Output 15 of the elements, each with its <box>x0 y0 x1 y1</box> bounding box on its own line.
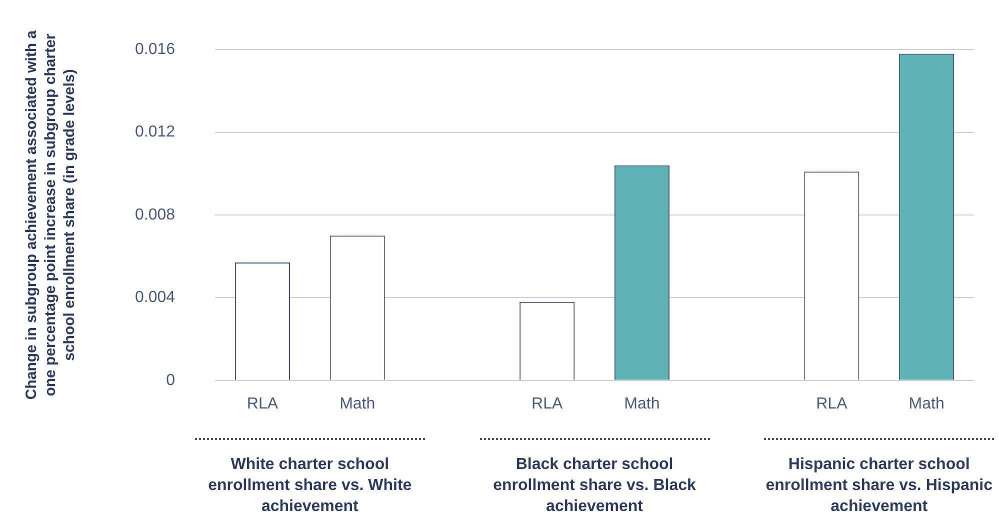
x-tick-label: Math <box>340 395 376 412</box>
y-tick-label: 0.016 <box>134 41 176 58</box>
text: White charter school enrollment share vs. White achievement <box>194 438 425 517</box>
y-tick-label: 0.004 <box>134 289 176 306</box>
x-tick-label: Math <box>908 395 944 412</box>
y-tick-label: 0.012 <box>134 124 176 141</box>
text: Black charter school enrollment share vs. Black achievement <box>480 438 710 517</box>
y-axis-title: Change in subgroup achievement associated with a one percentage point increase in subgroup charter school enrollment share (in grade levels) <box>22 29 78 402</box>
x-tick-label: RLA <box>532 395 563 412</box>
y-tick-label: 0 <box>166 372 176 389</box>
x-tick-label: RLA <box>246 395 278 412</box>
x-tick-label: Math <box>624 395 660 412</box>
y-tick-label: 0.008 <box>134 206 176 224</box>
x-tick-label: RLA <box>816 395 848 412</box>
text: Hispanic charter school enrollment share vs. Hispanic achievement <box>764 438 994 517</box>
